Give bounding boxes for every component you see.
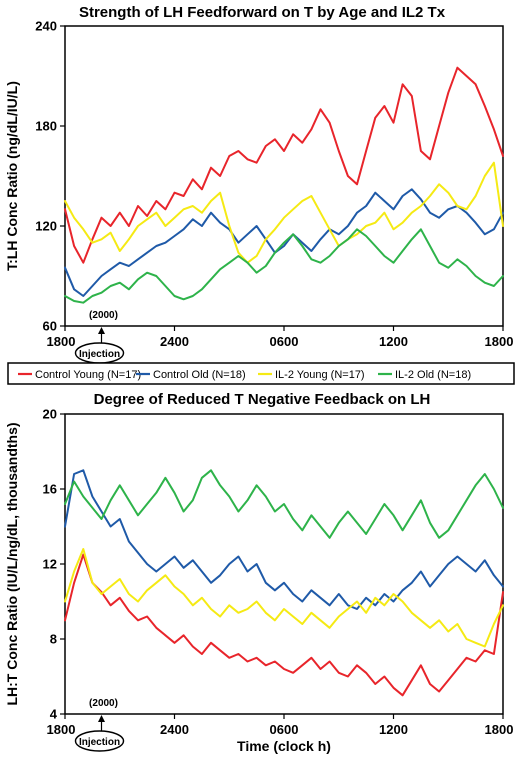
bottom-series-group	[64, 469, 504, 697]
bottom-injection-ellipse	[74, 730, 125, 752]
chart-top: Strength of LH Feedforward on T by Age a…	[4, 4, 513, 364]
top-injection-label: Injection	[79, 349, 120, 360]
top-x-tick-label: 2400	[160, 334, 189, 349]
bottom-injection-label: Injection	[79, 737, 120, 748]
bottom-x-tick-label: 1800	[485, 722, 514, 737]
top-series-line-1	[64, 66, 504, 264]
bottom-y-tick-label: 16	[43, 482, 57, 497]
legend-label-2: Control Old (N=18)	[153, 369, 246, 381]
bottom-y-tick-label: 4	[50, 707, 58, 722]
top-series-line-4	[64, 228, 504, 304]
top-chart-title: Strength of LH Feedforward on T by Age a…	[79, 4, 446, 21]
top-plot-frame	[64, 25, 504, 327]
legend-label-4: IL-2 Old (N=18)	[395, 369, 471, 381]
top-x-tick-label: 1800	[47, 334, 76, 349]
top-x-tick-label: 1200	[379, 334, 408, 349]
bottom-injection-annotation: (2000) Injection	[74, 698, 125, 752]
top-series-line-3	[64, 161, 504, 264]
chart-bottom: Degree of Reduced T Negative Feedback on…	[4, 391, 513, 754]
top-y-tick-label: 120	[35, 219, 57, 234]
bottom-axis-ticks: 4 8 12 16 20 1800 2400 0600 1200 1800	[43, 407, 514, 738]
top-y-tick-label: 60	[43, 319, 57, 334]
bottom-x-axis-label: Time (clock h)	[237, 738, 331, 754]
bottom-x-tick-label: 2400	[160, 722, 189, 737]
bottom-series-line-4	[64, 469, 504, 539]
top-injection-time: (2000)	[89, 310, 118, 321]
top-injection-annotation: (2000) Injection	[74, 310, 125, 364]
top-x-tick-label: 1800	[485, 334, 514, 349]
legend: Control Young (N=17) Control Old (N=18) IL…	[7, 362, 515, 385]
legend-items: Control Young (N=17) Control Old (N=18) IL…	[18, 369, 471, 381]
bottom-chart-title: Degree of Reduced T Negative Feedback on…	[94, 391, 431, 408]
bottom-series-line-3	[64, 548, 504, 648]
top-x-tick-label: 0600	[270, 334, 299, 349]
legend-label-3: IL-2 Young (N=17)	[275, 369, 365, 381]
top-series-line-2	[64, 188, 504, 297]
legend-label-1: Control Young (N=17)	[35, 369, 141, 381]
bottom-x-tick-label: 0600	[270, 722, 299, 737]
bottom-y-tick-label: 8	[50, 632, 57, 647]
top-axis-ticks: 60 120 180 240 1800 2400 0600 1200 1800	[35, 19, 513, 350]
bottom-x-tick-label: 1800	[47, 722, 76, 737]
bottom-series-line-1	[64, 553, 504, 697]
bottom-x-tick-label: 1200	[379, 722, 408, 737]
bottom-y-tick-label: 12	[43, 557, 57, 572]
top-y-tick-label: 180	[35, 119, 57, 134]
bottom-injection-arrowhead	[98, 715, 105, 722]
bottom-y-axis-label: LH:T Conc Ratio (IU/L/ng/dL, thousandths…	[4, 422, 20, 705]
bottom-injection-time: (2000)	[89, 698, 118, 709]
top-series-group	[64, 66, 504, 304]
top-y-tick-label: 240	[35, 19, 57, 34]
top-y-axis-label: T:LH Conc Ratio (ng/dL/IU/L)	[4, 81, 20, 271]
bottom-series-line-2	[64, 469, 504, 610]
top-injection-arrowhead	[98, 327, 105, 334]
bottom-y-tick-label: 20	[43, 407, 57, 422]
